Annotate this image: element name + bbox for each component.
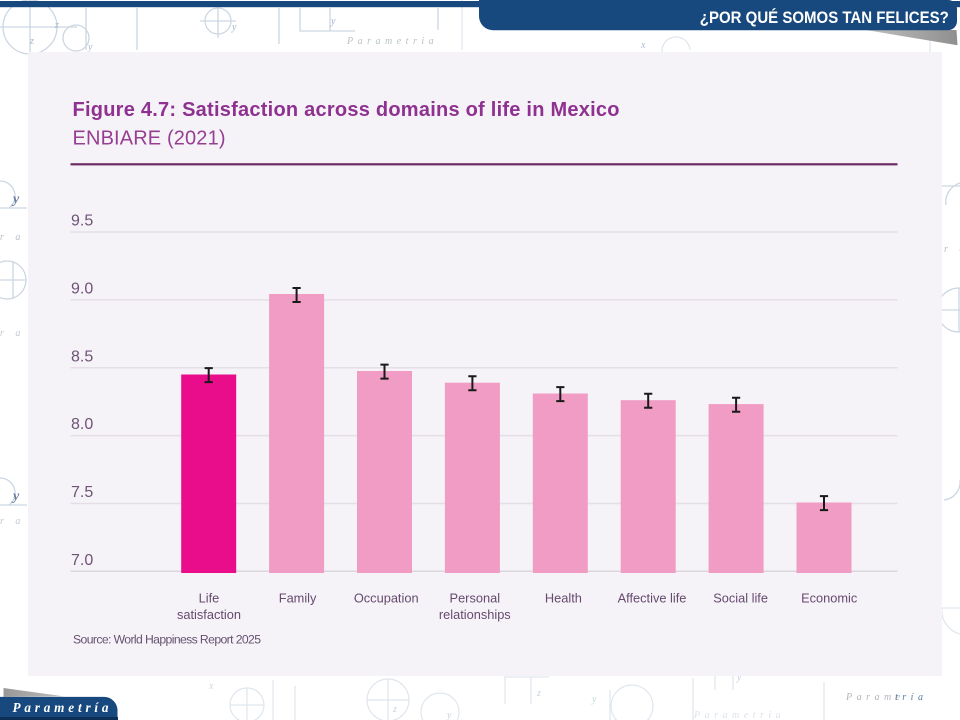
svg-text:8.0: 8.0 [71, 416, 93, 433]
svg-text:ENBIARE (2021): ENBIARE (2021) [73, 128, 226, 150]
svg-text:Occupation: Occupation [354, 591, 419, 606]
svg-text:Economic: Economic [801, 591, 858, 606]
svg-text:y: y [231, 22, 237, 33]
svg-text:Life: Life [199, 591, 220, 606]
svg-text:Personal: Personal [450, 591, 501, 606]
svg-text:y: y [87, 42, 93, 53]
svg-text:z: z [392, 704, 397, 715]
svg-text:relationships: relationships [439, 607, 511, 622]
svg-text:z: z [54, 20, 59, 31]
svg-text:x: x [640, 40, 646, 51]
svg-text:y: y [446, 710, 452, 720]
svg-text:Parame: Parame [845, 692, 905, 703]
svg-text:r a m: r a m [0, 328, 44, 339]
svg-text:y: y [591, 694, 597, 705]
svg-text:Affective life: Affective life [618, 591, 687, 606]
svg-text:Health: Health [545, 591, 582, 606]
svg-text:Source: World Happiness Report: Source: World Happiness Report 2025 [73, 632, 261, 646]
svg-text:y: y [11, 192, 20, 207]
svg-text:7.5: 7.5 [71, 484, 93, 501]
svg-text:y: y [11, 489, 20, 504]
svg-text:satisfaction: satisfaction [177, 607, 241, 622]
svg-text:Parametría: Parametría [13, 700, 109, 715]
svg-text:7.0: 7.0 [71, 552, 93, 569]
svg-text:r a m: r a m [0, 516, 44, 527]
svg-text:x: x [208, 681, 214, 692]
svg-text:r a: r a [944, 244, 960, 255]
svg-text:Figure 4.7: Satisfaction acros: Figure 4.7: Satisfaction across domains … [73, 99, 620, 121]
svg-text:8.5: 8.5 [71, 348, 93, 365]
svg-text:Parametria: Parametria [346, 36, 438, 47]
svg-text:Parametria: Parametria [693, 710, 785, 720]
svg-text:z: z [29, 36, 34, 47]
svg-text:9.0: 9.0 [71, 281, 93, 298]
svg-text:Family: Family [279, 591, 317, 606]
svg-text:y: y [330, 16, 336, 27]
svg-text:z: z [536, 688, 541, 699]
svg-text:y: y [736, 672, 742, 683]
svg-text:¿POR QUÉ SOMOS TAN FELICES?: ¿POR QUÉ SOMOS TAN FELICES? [700, 8, 949, 27]
svg-text:9.5: 9.5 [71, 213, 93, 230]
svg-text:Social life: Social life [713, 591, 768, 606]
svg-text:tría: tría [895, 692, 927, 703]
svg-text:r a m: r a m [0, 232, 44, 243]
